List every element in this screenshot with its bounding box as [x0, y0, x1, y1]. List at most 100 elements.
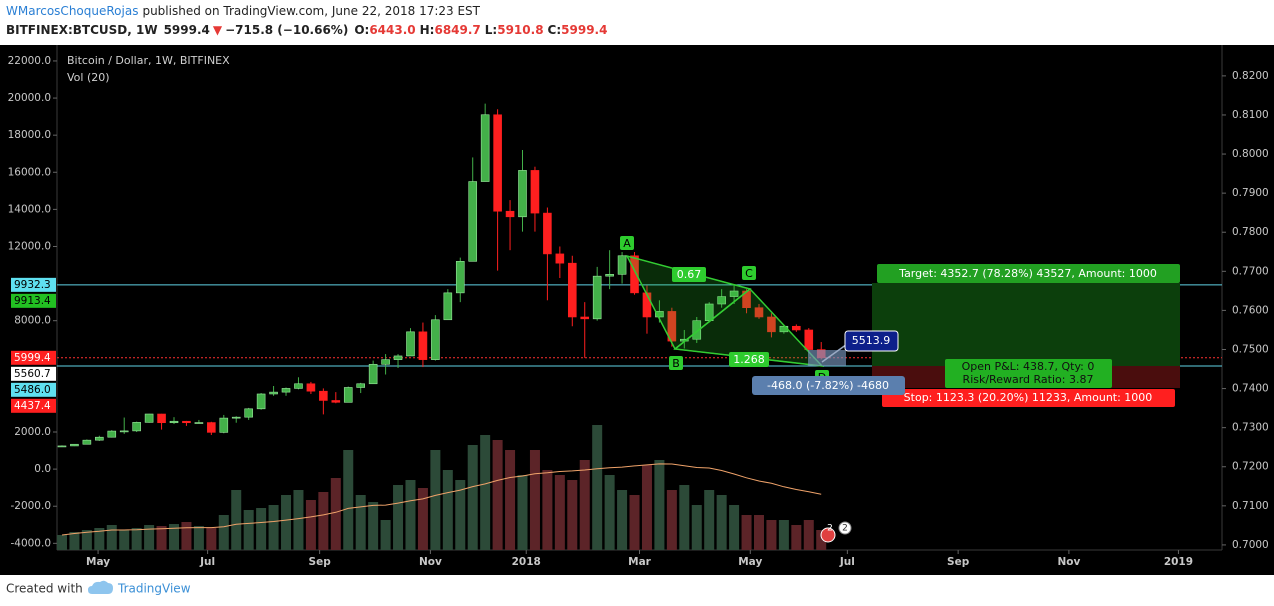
candle-body [393, 355, 403, 360]
candle-body [717, 296, 726, 305]
y2-tick-label: 0.7000 [1232, 539, 1269, 551]
y2-tick-label: 0.7300 [1232, 422, 1269, 434]
target-zone [872, 283, 1180, 366]
event-badge[interactable] [820, 527, 836, 543]
volume-bar [318, 492, 329, 550]
x-tick-label: Mar [628, 556, 652, 568]
y2-tick-label: 0.7800 [1232, 226, 1269, 238]
candle-body [729, 290, 739, 297]
volume-bar [430, 450, 441, 550]
volume-bar [455, 480, 466, 550]
candle-body [530, 170, 540, 214]
price-label: 5560.7 [14, 368, 51, 380]
volume-bar [704, 490, 715, 550]
volume-bar [206, 528, 217, 550]
volume-bar [542, 470, 553, 550]
volume-bar [517, 475, 528, 550]
author[interactable]: WMarcosChoqueRojas [6, 4, 138, 18]
header-line2: BITFINEX:BTCUSD, 1W 5999.4 ▼ −715.8 (−10.66… [6, 23, 607, 37]
arrow: ▼ [213, 23, 223, 37]
ohlc-value: 6849.7 [434, 23, 480, 37]
candle-body [368, 363, 378, 385]
candle-body [617, 255, 627, 275]
candle-body [381, 359, 390, 365]
published: published on TradingView.com, June 22, 2… [142, 4, 480, 18]
volume-bar [716, 495, 727, 550]
candle-body [630, 255, 639, 294]
badge-count: 2 [842, 524, 848, 534]
volume-bar [778, 520, 789, 550]
point-label: B [672, 357, 680, 370]
y-tick-label: 20000.0 [8, 92, 51, 104]
candle-body [431, 319, 440, 360]
y-tick-label: 2000.0 [14, 426, 51, 438]
price-label: 9913.4 [14, 295, 51, 307]
stop-label: Stop: 1123.3 (20.20%) 11233, Amount: 100… [904, 391, 1153, 404]
y2-tick-label: 0.7600 [1232, 304, 1269, 316]
volume-bar [791, 525, 802, 550]
ohlc-key: C: [548, 23, 562, 37]
candle-body [455, 261, 465, 294]
candle-body [294, 383, 303, 389]
candle-body [157, 413, 166, 424]
candle-body [70, 443, 79, 447]
volume-bar [343, 450, 354, 550]
volume-bar [231, 490, 242, 550]
footer-brand[interactable]: TradingView [117, 582, 191, 596]
volume-bar [729, 505, 740, 550]
volume-bar [492, 440, 503, 550]
price-label-bg [11, 293, 56, 308]
volume-bar [480, 435, 491, 550]
pnl-bg [945, 359, 1112, 388]
candle-body [406, 331, 415, 357]
candle-body [256, 393, 266, 410]
volume-bar [243, 510, 254, 550]
x-tick-label: Jul [839, 556, 855, 568]
x-tick-label: Jul [199, 556, 215, 568]
volume-bar [305, 500, 316, 550]
x-tick-label: 2018 [512, 556, 541, 568]
candle-body [244, 408, 253, 418]
volume-bar [529, 450, 540, 550]
candle-body [269, 391, 278, 395]
volume-bar [156, 526, 167, 550]
volume-bar [467, 445, 478, 550]
volume-bar [753, 515, 764, 550]
volume-bar [654, 460, 665, 550]
candle-body [132, 422, 141, 432]
candle-body [667, 311, 677, 342]
header-line1: WMarcosChoqueRojas published on TradingVi… [6, 4, 481, 18]
price-label: 5486.0 [14, 384, 51, 396]
volume-bar [268, 505, 279, 550]
y-tick-label: 18000.0 [8, 129, 51, 141]
volume-bar [554, 475, 565, 550]
ratio: 1.268 [733, 353, 765, 366]
candle-body [580, 316, 590, 320]
volume-bar [393, 485, 404, 550]
volume-bar [218, 515, 229, 550]
x-tick-label: May [738, 556, 762, 568]
ratio: 0.67 [677, 268, 702, 281]
volume-bar [256, 508, 267, 550]
candle-body [219, 417, 229, 433]
header-bg [0, 0, 1274, 45]
candle-body [356, 383, 365, 388]
event-badge[interactable] [838, 521, 852, 535]
candle-body [207, 422, 216, 433]
volume-bar [380, 520, 391, 550]
volume-bar [604, 475, 615, 550]
symbol: BITFINEX:BTCUSD, 1W [6, 23, 158, 37]
volume-bar [355, 495, 366, 550]
volume-ma [61, 463, 822, 536]
price-label-bg [11, 382, 56, 397]
volume-bar [579, 460, 590, 550]
y2-tick-label: 0.7200 [1232, 461, 1269, 473]
volume-bar [666, 490, 677, 550]
point-label: A [623, 237, 631, 250]
candle-body [804, 329, 814, 350]
price-label-bg [11, 398, 56, 413]
candle-body [642, 292, 652, 318]
volume-bar [567, 480, 578, 550]
point-box [742, 266, 756, 280]
